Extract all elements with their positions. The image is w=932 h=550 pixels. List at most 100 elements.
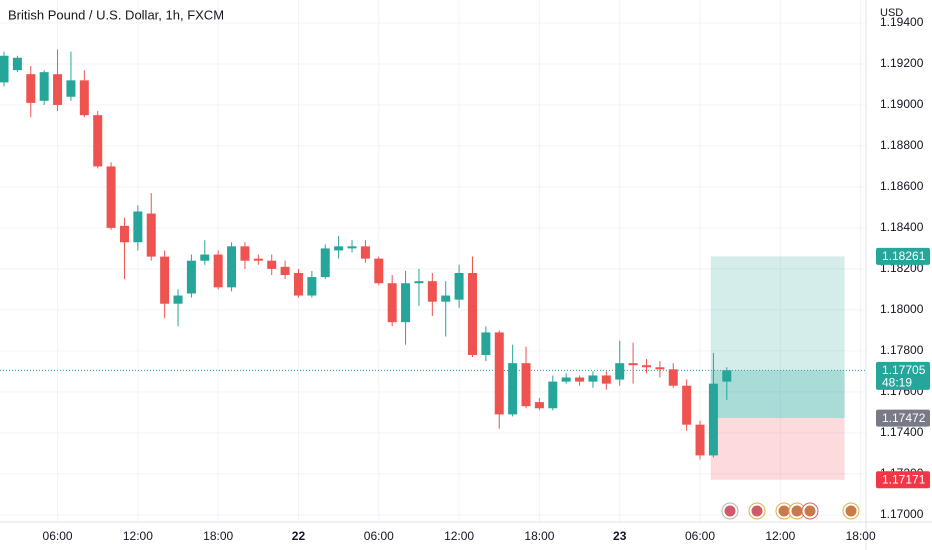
candle-body	[427, 281, 437, 302]
y-tick-label: 1.18000	[880, 302, 924, 316]
price-label-box	[876, 247, 930, 265]
candle-body	[561, 377, 571, 382]
candle-body	[588, 375, 598, 382]
candle-body	[227, 246, 237, 288]
x-tick-label: 18:00	[846, 529, 876, 543]
event-icons	[721, 502, 860, 520]
grid	[0, 0, 866, 522]
candle-body	[387, 283, 397, 323]
y-tick-label: 1.18800	[880, 138, 924, 152]
price-label: 1.17705	[882, 363, 926, 377]
price-label-box	[876, 361, 930, 390]
x-tick-label: 12:00	[444, 529, 474, 543]
candle-body	[26, 74, 36, 103]
candle-body	[682, 385, 692, 425]
candle-body	[481, 332, 491, 355]
candle-body	[467, 272, 477, 355]
currency: USD	[880, 7, 903, 19]
candle-body	[508, 363, 518, 415]
candle-body	[575, 377, 585, 382]
event-flag	[804, 505, 816, 517]
candle-body	[334, 246, 344, 251]
candle-body	[0, 55, 9, 83]
x-tick-label: 18:00	[203, 529, 233, 543]
x-tick-label: 12:00	[123, 529, 153, 543]
x-tick-label: 12:00	[765, 529, 795, 543]
candle-body	[119, 225, 129, 243]
candle-body	[93, 115, 103, 167]
y-tick-label: 1.19000	[880, 97, 924, 111]
candle-body	[668, 369, 678, 386]
candle-body	[173, 295, 183, 304]
candle-body	[534, 402, 544, 409]
candle-body	[347, 246, 357, 249]
candle-body	[253, 258, 263, 261]
countdown: 48:19	[882, 376, 912, 390]
candle-body	[722, 370, 732, 382]
candle-body	[695, 424, 705, 456]
candle-body	[280, 266, 290, 276]
candle-body	[401, 283, 411, 323]
candle-body	[146, 213, 156, 257]
x-tick-label: 23	[613, 529, 627, 543]
price-label: 1.17472	[882, 411, 926, 425]
candle-body	[548, 381, 558, 409]
x-tick-label: 18:00	[524, 529, 554, 543]
candle-body	[374, 258, 384, 284]
candle-body	[494, 332, 504, 415]
candle-body	[521, 363, 531, 407]
x-tick-label: 22	[292, 529, 306, 543]
candle-body	[414, 281, 424, 284]
price-label-box	[876, 471, 930, 489]
y-tick-label: 1.18400	[880, 220, 924, 234]
y-tick-label: 1.17400	[880, 425, 924, 439]
y-tick-label: 1.19400	[880, 15, 924, 29]
candle-body	[186, 260, 196, 294]
event-flag	[845, 505, 857, 517]
candle-body	[267, 260, 277, 269]
profit-zone	[710, 370, 845, 419]
position-tool	[0, 256, 866, 480]
event-flag	[778, 505, 790, 517]
candle-body	[79, 80, 89, 116]
candle-body	[160, 256, 170, 304]
x-tick-label: 06:00	[685, 529, 715, 543]
axes: 1.170001.172001.174001.176001.178001.180…	[43, 15, 930, 543]
event-flag	[791, 505, 803, 517]
candle-body	[66, 80, 76, 97]
price-label-box	[876, 409, 930, 427]
candle-body	[133, 211, 143, 243]
x-tick-label: 06:00	[364, 529, 394, 543]
x-tick-label: 06:00	[43, 529, 73, 543]
y-tick-label: 1.19200	[880, 56, 924, 70]
y-tick-label: 1.18600	[880, 179, 924, 193]
price-label: 1.17171	[882, 472, 926, 486]
target-zone	[710, 256, 845, 419]
candle-body	[628, 363, 638, 366]
candle-body	[307, 277, 317, 296]
event-flag	[751, 505, 763, 517]
y-tick-label: 1.17800	[880, 343, 924, 357]
stop-zone	[710, 418, 845, 480]
event-flag	[724, 505, 736, 517]
candle-body	[53, 74, 63, 105]
candle-body	[200, 254, 210, 261]
chart-title: British Pound / U.S. Dollar, 1h, FXCM	[8, 7, 224, 22]
candle-body	[641, 365, 651, 368]
candle-body	[454, 272, 464, 300]
candle-body	[320, 248, 330, 278]
candle-body	[708, 383, 718, 456]
price-label: 1.18261	[882, 249, 926, 263]
candle-body	[601, 375, 611, 384]
candle-body	[106, 166, 116, 228]
candle-body	[213, 254, 223, 288]
candle-body	[655, 367, 665, 370]
candles	[0, 49, 732, 460]
candle-body	[441, 295, 451, 302]
candle-body	[39, 72, 49, 101]
candle-body	[360, 246, 370, 259]
candle-body	[12, 57, 22, 71]
candle-body	[240, 246, 250, 261]
